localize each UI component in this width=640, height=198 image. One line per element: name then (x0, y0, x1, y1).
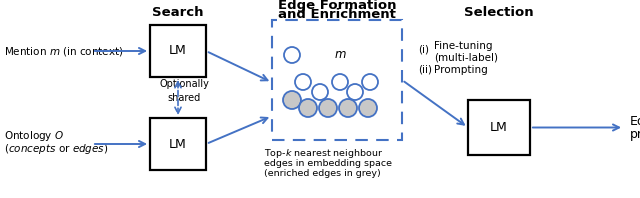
Bar (272, 20, 402, 140)
Text: Mention $m$ (in context): Mention $m$ (in context) (4, 45, 124, 57)
Text: predictions: predictions (630, 128, 640, 141)
Circle shape (299, 99, 317, 117)
Circle shape (359, 99, 377, 117)
Circle shape (339, 99, 357, 117)
Text: Search: Search (152, 6, 204, 18)
Text: edges in embedding space: edges in embedding space (264, 159, 392, 168)
Text: (multi-label): (multi-label) (434, 52, 498, 62)
Circle shape (319, 99, 337, 117)
Text: Edge: Edge (630, 115, 640, 128)
Circle shape (312, 84, 328, 100)
Circle shape (362, 74, 378, 90)
Text: Top-$k$ nearest neighbour: Top-$k$ nearest neighbour (264, 147, 383, 160)
Text: LM: LM (169, 137, 187, 150)
Circle shape (284, 47, 300, 63)
Text: Fine-tuning: Fine-tuning (434, 41, 493, 51)
Text: Prompting: Prompting (434, 65, 488, 75)
Text: (ii): (ii) (418, 65, 432, 75)
Text: LM: LM (169, 45, 187, 57)
Circle shape (347, 84, 363, 100)
Circle shape (283, 91, 301, 109)
Text: and Enrichment: and Enrichment (278, 9, 396, 22)
Text: (i): (i) (418, 45, 429, 55)
Circle shape (332, 74, 348, 90)
Text: Selection: Selection (464, 6, 534, 18)
Circle shape (295, 74, 311, 90)
Text: Edge Formation: Edge Formation (278, 0, 396, 12)
Text: (enriched edges in grey): (enriched edges in grey) (264, 168, 381, 177)
Bar (150, 118, 206, 170)
Bar (150, 25, 206, 77)
Text: ($\mathit{concepts}$ or $\mathit{edges}$): ($\mathit{concepts}$ or $\mathit{edges}$… (4, 142, 109, 156)
Text: Ontology $\mathit{O}$: Ontology $\mathit{O}$ (4, 129, 64, 143)
Text: Optionally
shared: Optionally shared (159, 79, 209, 103)
Text: LM: LM (490, 121, 508, 134)
Text: $m$: $m$ (333, 49, 346, 62)
Bar (468, 100, 530, 155)
